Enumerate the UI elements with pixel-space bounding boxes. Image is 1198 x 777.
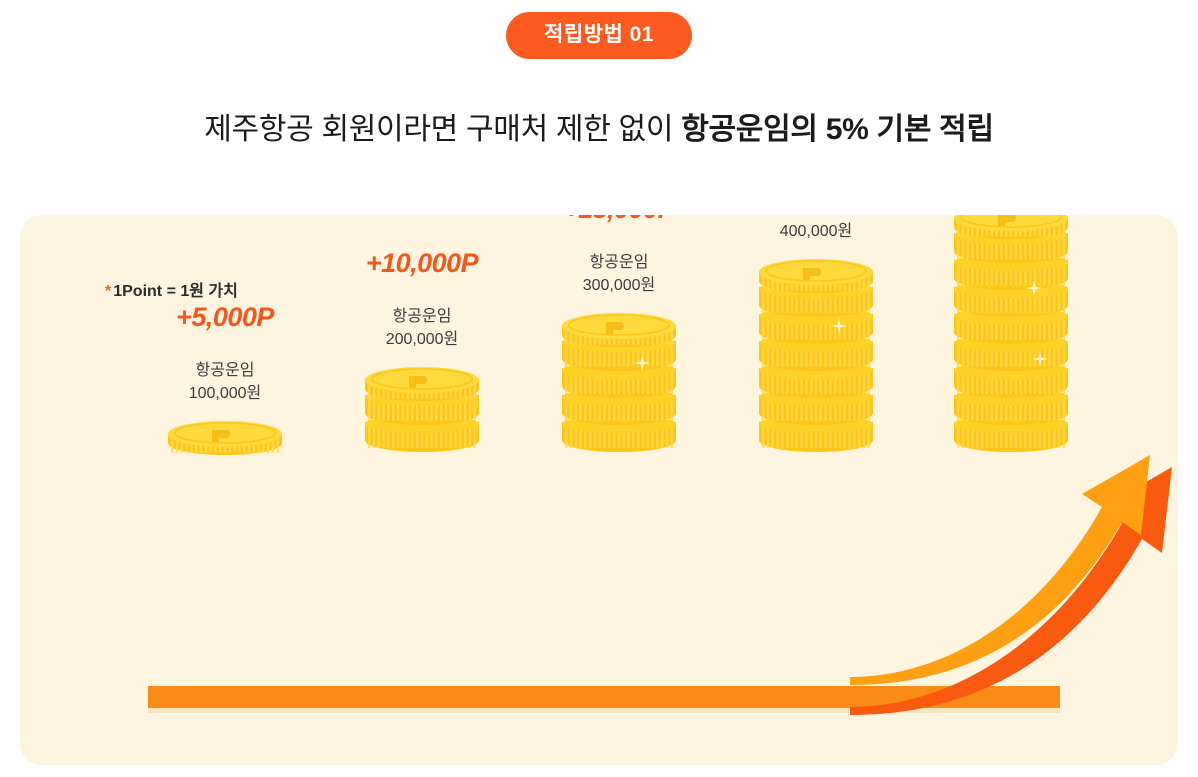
coin-top-icon [560, 311, 678, 351]
coin-stack [560, 311, 678, 459]
sparkle-icon [831, 317, 847, 334]
points-label: +15,000P [519, 215, 719, 223]
coin-top-icon [952, 215, 1070, 243]
growth-arrow-icon [850, 455, 1172, 715]
coin-stack [757, 257, 875, 459]
coin-top-icon [757, 257, 875, 297]
bar-column: +5,000P 항공운임 100,000원 [125, 301, 325, 459]
step-badge: 적립방법 01 [506, 12, 692, 59]
point-value-note: * 1Point = 1원 가치 [105, 277, 238, 301]
coin-top-icon [363, 365, 481, 405]
fare-amount: 300,000원 [582, 276, 656, 294]
points-label: +5,000P [176, 301, 274, 332]
fare-label: 항공운임 100,000원 [125, 359, 325, 405]
sparkle-icon [634, 355, 650, 372]
coin-stack [166, 419, 284, 459]
coin-columns: +5,000P 항공운임 100,000원 +10,000P 항공운임 200,… [20, 215, 1178, 765]
fare-amount: 200,000원 [385, 330, 459, 348]
bar-column: +25,000P 항공운임 500,000원 [911, 215, 1111, 459]
base-bar-shadow [148, 708, 1060, 713]
base-bar [148, 686, 1060, 708]
fare-label: 항공운임 400,000원 [716, 215, 916, 243]
sparkle-icon [1026, 279, 1042, 296]
coin-top-icon [166, 419, 284, 459]
bar-column: +15,000P 항공운임 300,000원 [519, 215, 719, 459]
points-label: +10,000P [365, 247, 479, 278]
headline-normal: 제주항공 회원이라면 구매처 제한 없이 [204, 113, 682, 146]
bar-column: +20,000P 항공운임 400,000원 [716, 215, 916, 459]
point-value-note-text: 1Point = 1원 가치 [113, 283, 238, 300]
badge-row: 적립방법 01 [0, 12, 1198, 59]
fare-title: 항공운임 [195, 361, 255, 379]
fare-title: 항공운임 [716, 215, 916, 220]
page-title: 제주항공 회원이라면 구매처 제한 없이 항공운임의 5% 기본 적립 [0, 104, 1198, 148]
headline-strong: 항공운임의 5% 기본 적립 [681, 113, 994, 146]
fare-amount: 400,000원 [779, 222, 853, 240]
coin-stack [952, 215, 1070, 459]
fare-label: 항공운임 200,000원 [322, 305, 522, 351]
asterisk-icon: * [105, 283, 112, 300]
chart-panel: * 1Point = 1원 가치 +5,000P 항공운임 100,000원 +1… [20, 215, 1178, 765]
bar-column: +10,000P 항공운임 200,000원 [322, 247, 522, 459]
fare-title: 항공운임 [589, 253, 649, 271]
fare-title: 항공운임 [392, 307, 452, 325]
coin-stack [363, 365, 481, 459]
fare-label: 항공운임 300,000원 [519, 251, 719, 297]
fare-amount: 100,000원 [188, 384, 262, 402]
sparkle-icon [1032, 351, 1048, 368]
